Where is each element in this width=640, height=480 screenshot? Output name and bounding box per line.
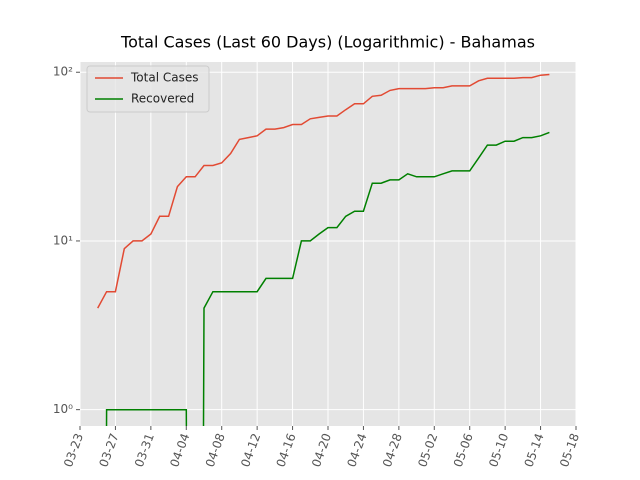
series-line <box>105 131 550 426</box>
chart-title: Total Cases (Last 60 Days) (Logarithmic)… <box>120 33 535 52</box>
x-tick-label: 03-27 <box>96 431 121 469</box>
y-tick-label: 10² <box>53 65 73 79</box>
x-tick-label: 03-23 <box>61 431 86 469</box>
x-tick-label: 05-18 <box>557 431 582 469</box>
x-tick-label: 04-28 <box>380 431 405 469</box>
x-tick-label: 03-31 <box>132 431 157 469</box>
x-tick-label: 05-02 <box>415 431 440 469</box>
series-line <box>97 73 550 309</box>
x-tick-label: 05-06 <box>451 431 476 469</box>
x-tick-label: 05-14 <box>522 431 547 469</box>
legend-label: Recovered <box>131 92 194 106</box>
x-tick-label: 04-12 <box>238 431 263 469</box>
legend-label: Total Cases <box>130 71 198 85</box>
y-tick-label: 10⁰ <box>53 402 73 416</box>
x-tick-label: 04-08 <box>203 431 228 469</box>
x-tick-label: 04-04 <box>167 431 192 469</box>
x-tick-label: 04-24 <box>344 431 369 469</box>
x-tick-label: 04-16 <box>274 431 299 469</box>
x-tick-label: 04-20 <box>309 431 334 469</box>
x-tick-label: 05-10 <box>486 431 511 469</box>
y-tick-label: 10¹ <box>53 233 73 247</box>
